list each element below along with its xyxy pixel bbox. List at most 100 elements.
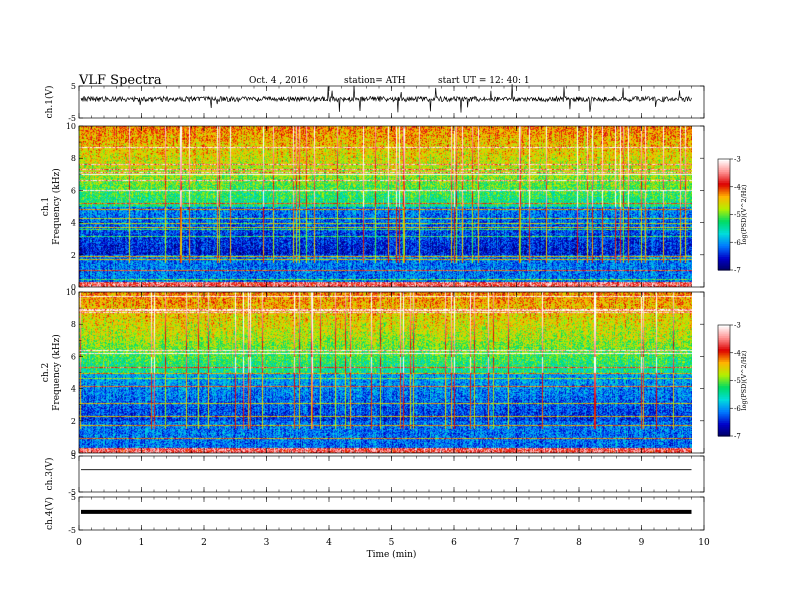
colorbar-cell [718, 262, 730, 266]
colorbar-cell [718, 220, 730, 223]
colorbar-cell [718, 173, 730, 177]
colorbar-cell [718, 179, 730, 182]
y-axis-label-units: Frequency (kHz) [51, 334, 62, 411]
start-time-label: start UT = 12: 40: 1 [438, 76, 530, 86]
colorbar-cell [718, 395, 730, 398]
colorbar-cell [718, 242, 730, 245]
colorbar-cell [718, 410, 730, 413]
colorbar-cell [718, 434, 730, 437]
colorbar-cell [718, 266, 730, 269]
colorbar-cell [718, 374, 730, 378]
colorbar-cell [718, 332, 730, 335]
colorbar-cell [718, 424, 730, 428]
y-tick-label: 10 [66, 288, 76, 297]
colorbar-cell [718, 164, 730, 167]
colorbar-cell [718, 194, 730, 197]
colorbar-cell [718, 415, 730, 419]
colorbar-cell [718, 208, 730, 212]
colorbar-ch1: -3 -4 -5 -6 -7 log(PSD)(V^2/Hz) [717, 156, 748, 275]
x-tick-label: 10 [698, 538, 710, 548]
colorbar-cell [718, 365, 730, 369]
y-tick-label: 4 [71, 385, 76, 394]
colorbar-cell [718, 430, 730, 433]
colorbar-cell [718, 404, 730, 407]
colorbar-tick-label: -6 [734, 405, 741, 413]
colorbar-cell [718, 229, 730, 232]
y-tick-label: 10 [66, 122, 76, 131]
colorbar-cell [718, 341, 730, 345]
colorbar-cell [718, 345, 730, 348]
colorbar-cell [718, 245, 730, 249]
y-axis-label: ch.4(V) [44, 497, 55, 530]
colorbar-cell [718, 177, 730, 180]
x-tick-label: 4 [326, 538, 332, 548]
colorbar-cell [718, 184, 730, 188]
colorbar-cell [718, 363, 730, 367]
colorbar-cell [718, 382, 730, 385]
date-label: Oct. 4 , 2016 [249, 76, 308, 86]
colorbar-cell [718, 417, 730, 420]
colorbar-cell [718, 253, 730, 256]
colorbar-cell [718, 166, 730, 169]
colorbar-cell [718, 218, 730, 221]
colorbar-cell [718, 393, 730, 396]
colorbar-cell [718, 432, 730, 435]
panel-frame-4: 5 -5 ch.4(V) [44, 493, 705, 535]
colorbar-cell [718, 326, 730, 330]
colorbar-cell [718, 231, 730, 234]
colorbar-cell [718, 350, 730, 354]
colorbar-cell [718, 171, 730, 175]
station-label: station= ATH [344, 76, 406, 86]
colorbar-tick-label: -3 [734, 156, 741, 164]
x-tick-label: 9 [639, 538, 645, 548]
x-tick-label: 2 [201, 538, 207, 548]
y-tick-label: 0 [71, 283, 76, 292]
colorbar-cell [718, 325, 730, 328]
colorbar-cell [718, 428, 730, 432]
colorbar-cell [718, 201, 730, 204]
colorbar-cell [718, 384, 730, 387]
colorbar-cell [718, 247, 730, 251]
spectrogram-ch2 [79, 292, 692, 453]
y-tick-label: 2 [71, 417, 76, 426]
colorbar-tick-label: -7 [734, 433, 741, 441]
colorbar-cell [718, 234, 730, 238]
colorbar-cell [718, 207, 730, 210]
colorbar-cell [718, 397, 730, 400]
colorbar-cell [718, 190, 730, 193]
colorbar-cell [718, 216, 730, 219]
colorbar-cell [718, 330, 730, 333]
colorbar-cell [718, 387, 730, 391]
colorbar-tick-label: -5 [734, 211, 741, 219]
colorbar-cell [718, 343, 730, 346]
colorbar-cell [718, 221, 730, 225]
colorbar-cell [718, 186, 730, 190]
panel-frame-2: 0 2 4 6 8 10 ch.2 Frequency (kHz) [41, 288, 705, 458]
colorbar-cell [718, 328, 730, 332]
colorbar-cell [718, 399, 730, 402]
colorbar-cell [718, 192, 730, 195]
colorbar-cell [718, 159, 730, 162]
colorbar-cell [718, 233, 730, 236]
panel-frame-0: 5 -5 ch.1(V) [44, 82, 705, 123]
colorbar-cell [718, 175, 730, 179]
y-tick-label: 4 [71, 219, 76, 228]
x-tick-label: 0 [76, 538, 82, 548]
x-tick-label: 7 [514, 538, 520, 548]
y-tick-label: 2 [71, 251, 76, 260]
colorbar-cell [718, 411, 730, 415]
colorbar-cell [718, 423, 730, 426]
x-tick-label: 5 [389, 538, 395, 548]
colorbar-cell [718, 391, 730, 395]
colorbar-cell [718, 183, 730, 186]
colorbar-cell [718, 371, 730, 374]
colorbar-cell [718, 358, 730, 361]
colorbar-cell [718, 251, 730, 254]
colorbar-cell [718, 181, 730, 184]
colorbar-cell [718, 339, 730, 343]
colorbar-cell [718, 378, 730, 382]
colorbar-tick-label: -3 [734, 322, 741, 330]
colorbar-cell [718, 367, 730, 370]
colorbar-cell [718, 373, 730, 376]
